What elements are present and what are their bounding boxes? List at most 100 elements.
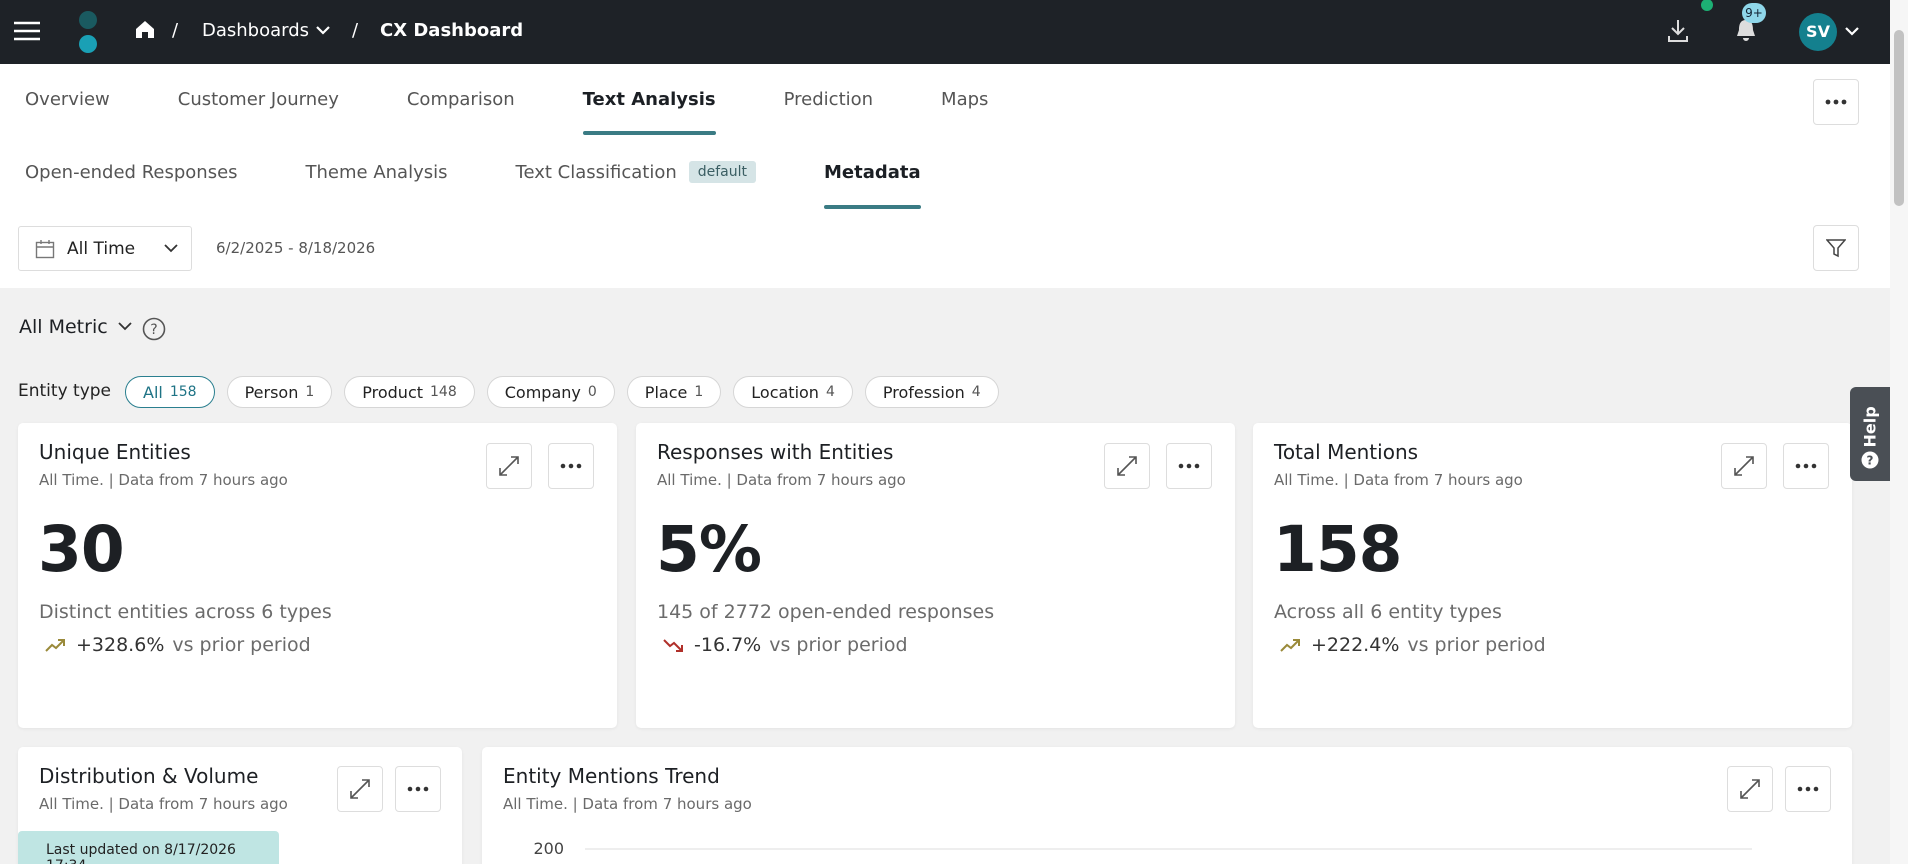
date-range: 6/2/2025 - 8/18/2026	[216, 239, 376, 257]
more-button[interactable]	[1166, 443, 1212, 489]
scrollbar-thumb[interactable]	[1894, 30, 1904, 206]
expand-button[interactable]	[486, 443, 532, 489]
change-value: +222.4%	[1311, 634, 1400, 656]
tab[interactable]: Maps	[941, 64, 988, 135]
tab-label: Prediction	[783, 89, 874, 110]
subtab-list: Open-ended Responses Theme Analysis Text C…	[25, 135, 921, 209]
tab-label: Overview	[25, 89, 110, 110]
logo[interactable]	[76, 8, 100, 56]
dot	[1186, 463, 1192, 469]
card-subtitle: All Time. | Data from 7 hours ago	[1274, 471, 1523, 489]
kpi-change: +222.4% vs prior period	[1279, 634, 1546, 656]
tab[interactable]: Overview	[25, 64, 110, 135]
dot	[1795, 463, 1801, 469]
chip-count: 4	[825, 384, 835, 400]
subtabs-row: Open-ended Responses Theme Analysis Text C…	[0, 135, 1890, 210]
tab[interactable]: Comparison	[407, 64, 515, 135]
svg-text:?: ?	[1867, 454, 1874, 468]
filter-button[interactable]	[1813, 225, 1859, 271]
trend-head	[676, 645, 683, 652]
chevron	[118, 322, 132, 331]
tab-label: Text Analysis	[582, 89, 716, 110]
tab-list: Overview Customer Journey Comparison Text A…	[25, 64, 988, 135]
chip-count: 1	[694, 384, 704, 400]
expand-icon	[350, 779, 370, 799]
entity-chip[interactable]: Place 1	[626, 376, 722, 408]
card-subtitle: All Time. | Data from 7 hours ago	[657, 471, 906, 489]
entity-chip[interactable]: Product 148	[344, 376, 475, 408]
expand-button[interactable]	[1104, 443, 1150, 489]
more-button[interactable]	[1813, 79, 1859, 125]
subtab-label: Text Classification	[515, 161, 677, 183]
update-note: Last updated on 8/17/2026 17:34	[18, 831, 279, 864]
subtab[interactable]: Open-ended Responses	[25, 135, 238, 209]
breadcrumb[interactable]: CX Dashboard	[380, 20, 524, 41]
change-value: -16.7%	[694, 634, 762, 656]
subtab-label: Open-ended Responses	[25, 161, 238, 183]
expand-glyph	[499, 456, 519, 476]
kpi-value: 158	[1273, 513, 1403, 586]
period-dropdown[interactable]: All Time	[18, 226, 192, 271]
expand-button[interactable]	[337, 766, 383, 812]
dot	[1194, 463, 1200, 469]
kpi-description: Across all 6 entity types	[1274, 601, 1502, 623]
kpi-card: Responses with Entities All Time. | Data …	[636, 423, 1235, 728]
metric-selector[interactable]: All Metric	[19, 316, 132, 338]
scrollbar[interactable]	[1890, 0, 1908, 864]
chip-count: 148	[430, 384, 457, 400]
trend-head	[58, 639, 65, 646]
help-icon[interactable]: ?	[142, 317, 166, 341]
bell-icon[interactable]	[1734, 18, 1758, 44]
subtab[interactable]: Text Classification default	[516, 135, 757, 209]
tab[interactable]: Prediction	[784, 64, 873, 135]
dot	[415, 786, 421, 792]
more-button[interactable]	[395, 766, 441, 812]
help-tab[interactable]: Help ?	[1850, 387, 1890, 481]
chip-name: Product	[362, 382, 424, 402]
top-bar: / Dashboards / CX Dashboard 9+ SV	[0, 0, 1890, 64]
entity-chip[interactable]: Company 0	[486, 376, 615, 408]
entity-chip[interactable]: All 158	[125, 376, 215, 408]
menu-icon[interactable]	[14, 20, 40, 42]
y-tick-label: 200	[533, 839, 564, 858]
more-button[interactable]	[1783, 443, 1829, 489]
card-title: Total Mentions	[1274, 440, 1419, 464]
help-icon: ?	[1861, 451, 1879, 469]
expand-icon	[1740, 779, 1760, 799]
breadcrumb[interactable]: Dashboards	[202, 20, 310, 41]
avatar[interactable]: SV	[1799, 13, 1837, 51]
more-icon	[1797, 786, 1819, 792]
download-icon[interactable]	[1666, 18, 1690, 44]
change-comparison: vs prior period	[1407, 634, 1546, 656]
home-icon[interactable]	[134, 18, 156, 40]
subtab[interactable]: Theme Analysis	[306, 135, 448, 209]
kpi-description: 145 of 2772 open-ended responses	[657, 601, 995, 623]
more-icon	[560, 463, 582, 469]
svg-text:?: ?	[150, 322, 157, 338]
panel-subtitle: All Time. | Data from 7 hours ago	[503, 795, 752, 813]
more-button[interactable]	[1785, 766, 1831, 812]
entity-chip[interactable]: Person 1	[226, 376, 333, 408]
expand-button[interactable]	[1727, 766, 1773, 812]
chevron[interactable]	[1845, 27, 1859, 37]
entity-chip[interactable]: Profession 4	[864, 376, 999, 408]
more-icon	[1178, 463, 1200, 469]
kpi-change: -16.7% vs prior period	[662, 634, 908, 656]
tab[interactable]: Text Analysis	[582, 64, 716, 135]
expand-button[interactable]	[1721, 443, 1767, 489]
kpi-card: Unique Entities All Time. | Data from 7 h…	[18, 423, 617, 728]
tab[interactable]: Customer Journey	[178, 64, 339, 135]
trend-chart: 200	[533, 839, 1752, 858]
expand-icon	[1117, 456, 1137, 476]
subtab-label: Metadata	[824, 161, 921, 183]
entity-chip[interactable]: Location 4	[733, 376, 853, 408]
more-button[interactable]	[548, 443, 594, 489]
subtab[interactable]: Metadata	[824, 135, 921, 209]
chip-name: Location	[751, 382, 819, 402]
chevron[interactable]	[316, 26, 330, 36]
trend-arrow	[45, 639, 65, 652]
active-underline	[824, 205, 921, 209]
tab-label: Comparison	[406, 89, 515, 110]
